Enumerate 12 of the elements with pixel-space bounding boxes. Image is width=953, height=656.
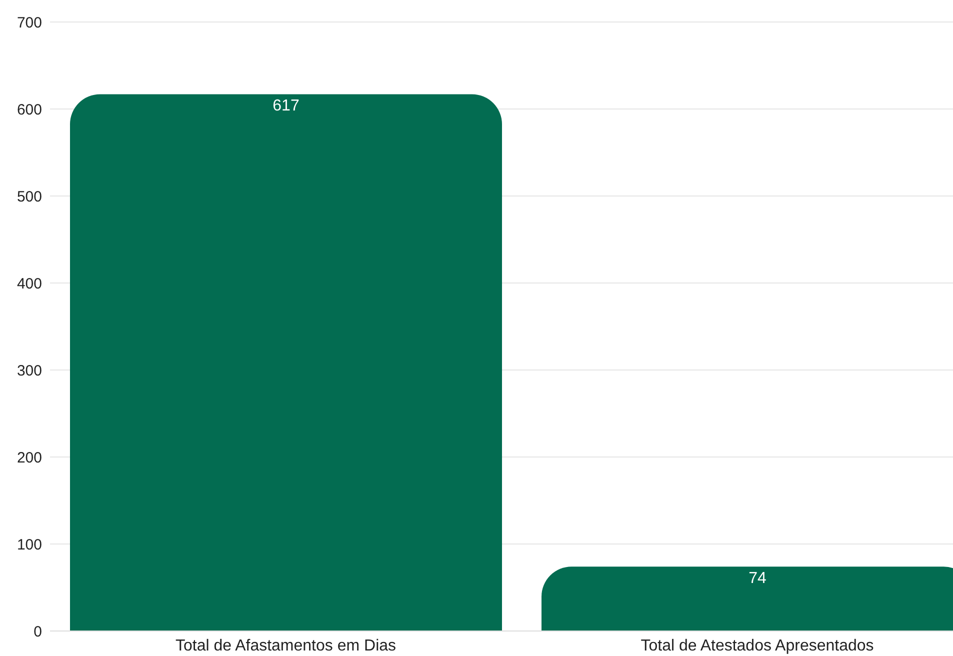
data-label: 74 <box>748 570 766 587</box>
y-tick-label: 0 <box>34 623 42 640</box>
y-tick-label: 400 <box>16 275 42 292</box>
x-tick-label: Total de Afastamentos em Dias <box>175 637 396 654</box>
y-tick-label: 600 <box>16 101 42 118</box>
data-label: 617 <box>272 98 300 115</box>
x-tick-label: Total de Atestados Apresentados <box>640 637 874 654</box>
y-tick-label: 500 <box>16 188 42 206</box>
y-tick-label: 300 <box>16 362 42 380</box>
y-tick-label: 100 <box>16 536 42 554</box>
y-tick-label: 200 <box>16 449 42 466</box>
y-tick-label: 700 <box>16 14 42 32</box>
